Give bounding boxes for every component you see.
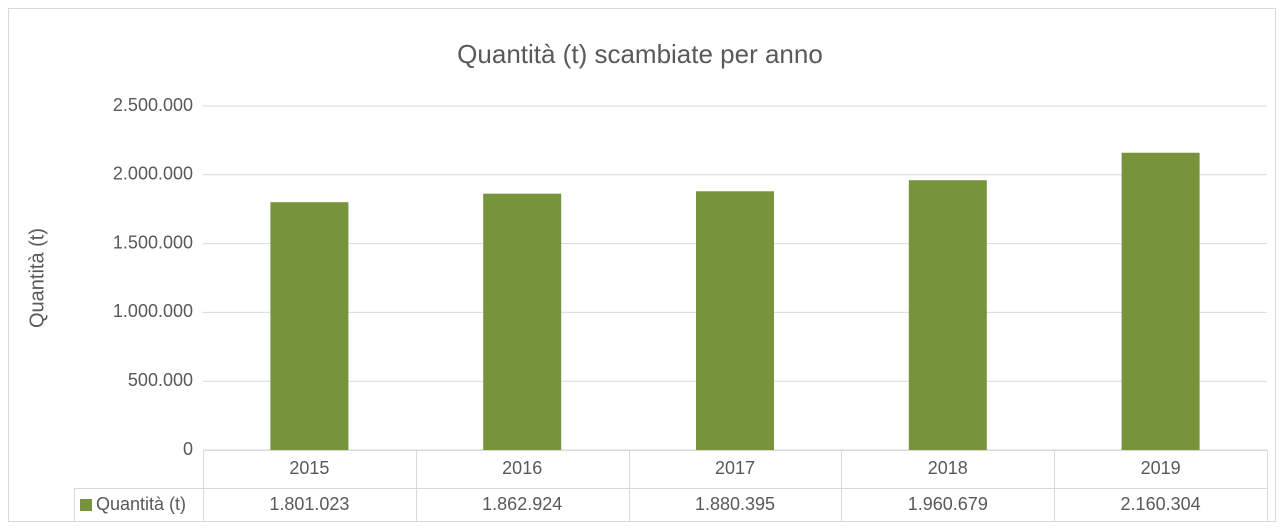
y-tick-label: 1.500.000 bbox=[113, 232, 193, 252]
table-value: 1.801.023 bbox=[269, 494, 349, 514]
x-tick-label: 2018 bbox=[928, 458, 968, 478]
y-tick-label: 1.000.000 bbox=[113, 301, 193, 321]
chart-title: Quantità (t) scambiate per anno bbox=[457, 39, 823, 69]
x-tick-label: 2016 bbox=[502, 458, 542, 478]
table-value: 1.960.679 bbox=[908, 494, 988, 514]
bar bbox=[1121, 152, 1200, 450]
x-tick-label: 2017 bbox=[715, 458, 755, 478]
y-tick-label: 2.500.000 bbox=[113, 95, 193, 115]
table-value: 1.862.924 bbox=[482, 494, 562, 514]
legend-key bbox=[80, 499, 92, 511]
y-axis-label: Quantità (t) bbox=[26, 228, 48, 328]
legend-label: Quantità (t) bbox=[96, 494, 186, 514]
x-tick-label: 2019 bbox=[1141, 458, 1181, 478]
y-tick-label: 2.000.000 bbox=[113, 164, 193, 184]
x-tick-label: 2015 bbox=[289, 458, 329, 478]
chart-border bbox=[8, 8, 1276, 522]
bar bbox=[270, 202, 349, 450]
bar bbox=[696, 191, 774, 451]
bar bbox=[908, 180, 987, 450]
bar bbox=[483, 193, 562, 450]
table-value: 1.880.395 bbox=[695, 494, 775, 514]
table-value: 2.160.304 bbox=[1121, 494, 1201, 514]
y-tick-label: 0 bbox=[183, 439, 193, 459]
y-tick-label: 500.000 bbox=[128, 370, 193, 390]
